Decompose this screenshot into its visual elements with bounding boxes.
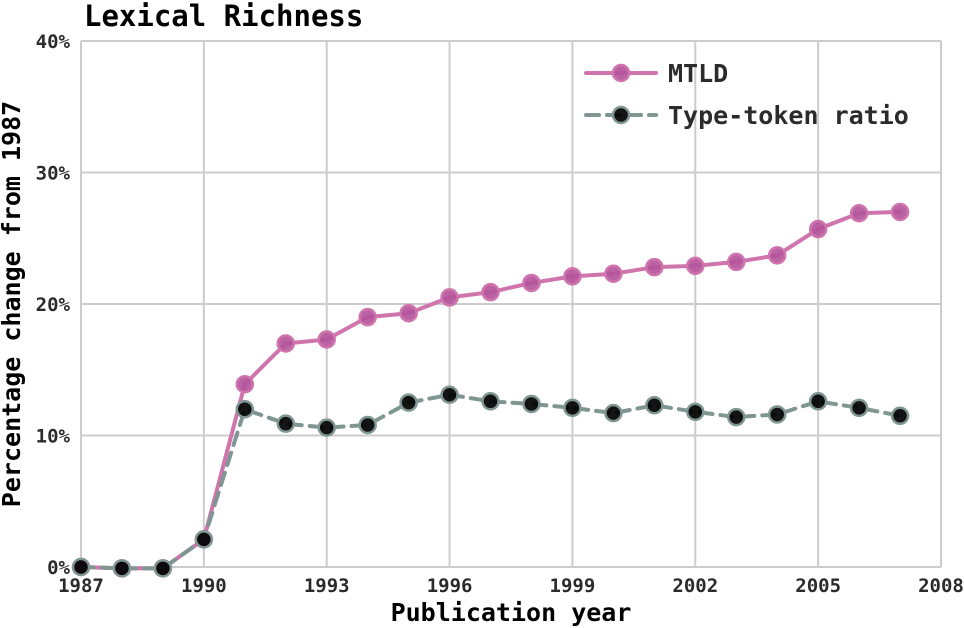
data-point-ttr (522, 394, 541, 414)
data-point-mtld (399, 303, 418, 323)
x-tick-label: 2002 (672, 575, 718, 597)
data-point-ttr (235, 399, 255, 419)
data-point-mtld (522, 273, 541, 293)
data-point-ttr (276, 414, 296, 433)
x-tick-label: 1993 (304, 575, 350, 597)
y-tick-label: 0% (47, 557, 70, 579)
data-point-ttr (112, 559, 132, 578)
data-point-mtld (808, 219, 828, 239)
legend-marker (611, 105, 631, 125)
data-point-mtld (276, 334, 296, 353)
data-point-ttr (563, 398, 582, 418)
data-point-ttr (890, 406, 910, 426)
legend-label: MTLD (668, 59, 728, 88)
y-tick-label: 10% (36, 426, 71, 448)
data-point-ttr (481, 392, 500, 411)
data-point-ttr (153, 559, 173, 578)
data-point-mtld (440, 288, 459, 307)
data-point-ttr (399, 393, 418, 412)
data-point-mtld (481, 282, 500, 302)
data-point-mtld (358, 307, 377, 327)
legend: MTLD Type-token ratio (584, 59, 909, 130)
x-tick-label: 2005 (795, 575, 841, 597)
data-point-mtld (849, 204, 869, 223)
data-point-ttr (194, 530, 214, 549)
data-point-mtld (645, 257, 664, 277)
data-point-ttr (317, 418, 336, 437)
tick-layer: 1987 1990 1993 1996 1999 2002 2005 2008 0% 10% 20%… (36, 31, 964, 597)
data-point-mtld (317, 330, 336, 349)
data-point-mtld (604, 264, 623, 284)
y-tick-label: 30% (36, 163, 71, 185)
data-point-mtld (563, 267, 582, 286)
data-point-mtld (726, 252, 746, 272)
data-point-ttr (726, 407, 746, 427)
chart-title: Lexical Richness (84, 0, 363, 33)
data-point-mtld (235, 374, 255, 394)
data-point-mtld (890, 202, 910, 222)
data-point-ttr (686, 402, 705, 422)
y-tick-label: 40% (36, 31, 71, 53)
data-point-ttr (808, 392, 828, 411)
data-point-ttr (440, 385, 459, 404)
data-point-ttr (71, 557, 91, 577)
data-point-ttr (645, 396, 664, 415)
grid-layer (80, 40, 942, 568)
data-point-ttr (767, 405, 787, 424)
x-tick-label: 1996 (427, 575, 473, 597)
y-tick-label: 20% (36, 294, 71, 316)
data-point-mtld (767, 246, 787, 265)
legend-marker (611, 63, 631, 83)
x-tick-label: 1999 (550, 575, 596, 597)
x-tick-label: 2008 (918, 575, 964, 597)
legend-label: Type-token ratio (668, 101, 909, 130)
y-axis-label: Percentage change from 1987 (0, 101, 26, 507)
x-tick-label: 1987 (58, 575, 104, 597)
data-point-ttr (604, 403, 623, 423)
data-point-mtld (686, 256, 705, 276)
x-axis-label: Publication year (391, 598, 632, 627)
series-layer (71, 202, 910, 578)
x-tick-label: 1990 (181, 575, 227, 597)
data-point-ttr (358, 415, 377, 435)
data-point-ttr (849, 398, 869, 418)
